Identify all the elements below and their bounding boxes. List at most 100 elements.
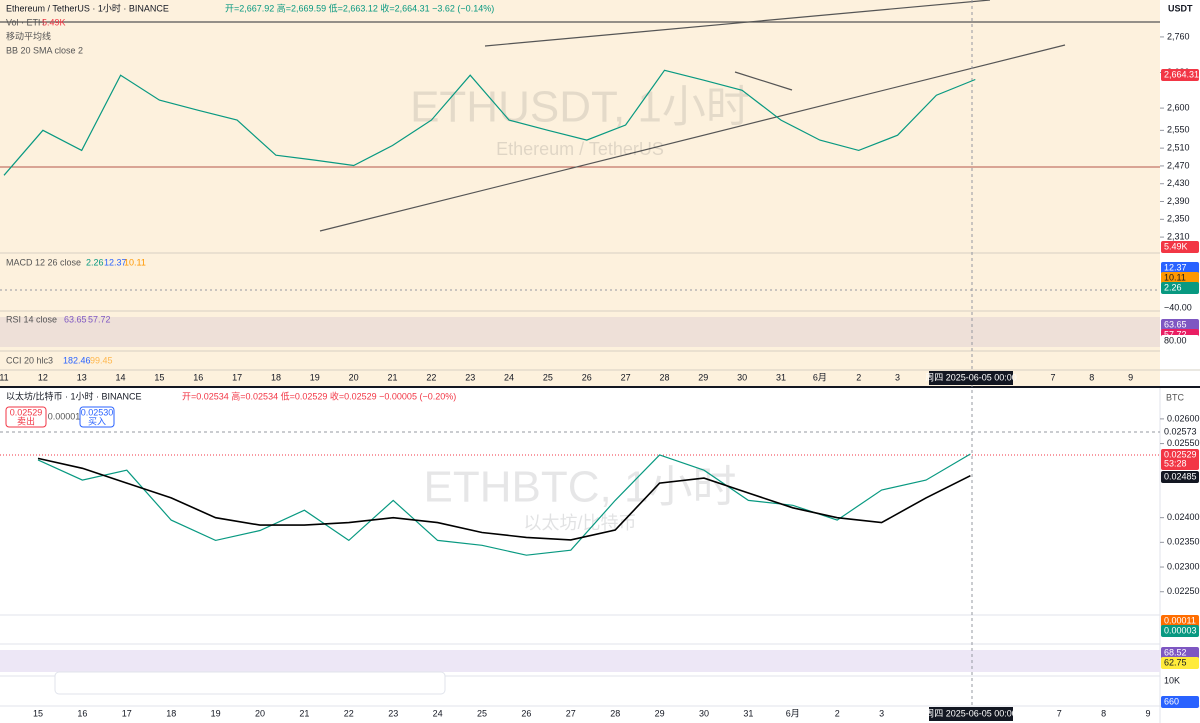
- x-tick-label: 28: [659, 372, 669, 382]
- y-tick-label: 2,310: [1167, 231, 1190, 241]
- rsi-band: [0, 650, 1160, 672]
- x-tick-label: 7: [1050, 372, 1055, 382]
- price-tag-label: 57.72: [1164, 329, 1187, 339]
- price-tag-label: 0.02529: [1164, 449, 1197, 459]
- price-tag-label: 10K: [1164, 675, 1180, 685]
- y-tick-label: 0.02400: [1167, 512, 1200, 522]
- x-tick-label: 30: [699, 708, 709, 718]
- price-tag: [1161, 282, 1199, 294]
- macd-value: 10.11: [124, 257, 146, 267]
- ohlc: 开=2,667.92 高=2,669.59 低=2,663.12 收=2,664…: [225, 2, 494, 13]
- symbol: Ethereum / TetherUS · 1小时 · BINANCE: [6, 2, 169, 13]
- price-tag: [1161, 458, 1199, 470]
- x-tick-label: 21: [299, 708, 309, 718]
- price-tag: [1161, 69, 1199, 81]
- trend-line: [734, 71, 793, 91]
- rsi-value: 57.72: [88, 314, 111, 324]
- x-tick-label: 2: [856, 372, 861, 382]
- x-tick-label: 22: [426, 372, 436, 382]
- buy-button[interactable]: [79, 406, 115, 428]
- crosshair-label-text: 周四 2025-06-05 00:00: [925, 708, 1017, 718]
- cci-value: 182.46: [63, 355, 91, 365]
- x-tick-label: 13: [77, 372, 87, 382]
- price-tag-label: 0.00003: [1164, 625, 1197, 635]
- price-tag: [1161, 615, 1199, 627]
- macd-value: 2.26: [86, 257, 104, 267]
- indicator-label: 移动平均线: [6, 30, 51, 41]
- price-tag-label: 62.75: [1164, 657, 1187, 667]
- price-tag-label: 2,664.31: [1164, 69, 1199, 79]
- x-tick-label: 17: [122, 708, 132, 718]
- x-tick-label: 9: [1128, 372, 1133, 382]
- x-tick-label: 2: [835, 708, 840, 718]
- trend-line: [319, 44, 1066, 232]
- price-tag: [1161, 262, 1199, 274]
- y-tick-label: 0.02350: [1167, 537, 1200, 547]
- price-tag-label: 68.52: [1164, 647, 1187, 657]
- x-tick-label: 31: [743, 708, 753, 718]
- price-tag: [1161, 657, 1199, 669]
- price-tag-label: 80.00: [1164, 335, 1187, 345]
- y-tick-label: 0.02600: [1167, 413, 1200, 423]
- x-tick-label: 18: [271, 372, 281, 382]
- price-tag: [1161, 272, 1199, 284]
- buy-price[interactable]: 0.02530: [81, 407, 114, 417]
- sell-price[interactable]: 0.02529: [10, 407, 43, 417]
- y-tick-label: 2,430: [1167, 178, 1190, 188]
- indicator-label: BB 20 SMA close 2: [6, 45, 83, 55]
- macd-label: MACD 12 26 close: [6, 257, 81, 267]
- cci-label: CCI 20 hlc3: [6, 355, 53, 365]
- price-tag: [1161, 675, 1199, 687]
- price-line: [37, 457, 971, 541]
- x-tick-label: 21: [387, 372, 397, 382]
- price-tag: [1161, 241, 1199, 253]
- currency[interactable]: USDT: [1168, 3, 1193, 13]
- cci-value: 99.45: [90, 355, 113, 365]
- x-tick-label: 20: [349, 372, 359, 382]
- x-tick-label: 3: [895, 372, 900, 382]
- price-tag: [1161, 696, 1199, 708]
- price-tag: [1161, 625, 1199, 637]
- x-tick-label: 9: [1145, 708, 1150, 718]
- price-tag: [1161, 319, 1199, 331]
- x-tick-label: 3: [879, 708, 884, 718]
- price-tag-label: 63.65: [1164, 319, 1187, 329]
- x-tick-label: 23: [465, 372, 475, 382]
- ohlc: 开=0.02534 高=0.02534 低=0.02529 收=0.02529 …: [182, 390, 456, 401]
- x-tick-label: 20: [255, 708, 265, 718]
- spread: 0.00001: [48, 411, 81, 421]
- currency[interactable]: BTC: [1166, 392, 1185, 402]
- x-tick-label: 6月: [786, 708, 800, 718]
- x-tick-label: 6月: [813, 372, 827, 382]
- sell-button[interactable]: [5, 406, 47, 428]
- symbol: 以太坊/比特币 · 1小时 · BINANCE: [6, 390, 142, 401]
- x-tick-label: 29: [698, 372, 708, 382]
- sell-label[interactable]: 卖出: [17, 415, 35, 426]
- price-tag: [1161, 471, 1199, 483]
- x-tick-label: 14: [116, 372, 126, 382]
- x-tick-label: 29: [655, 708, 665, 718]
- trend-line: [484, 0, 991, 47]
- x-tick-label: 25: [543, 372, 553, 382]
- price-tag-label: 12.37: [1164, 262, 1187, 272]
- y-tick-label: 2,760: [1167, 31, 1190, 41]
- price-tag-label: 0.02573: [1164, 426, 1197, 436]
- price-tag-label: 0.00011: [1164, 615, 1196, 625]
- vol-value: 5.49K: [42, 17, 66, 27]
- buy-label[interactable]: 买入: [88, 416, 106, 426]
- crosshair-label-text: 周四 2025-06-05 00:00: [925, 372, 1017, 382]
- vol-label: Vol · ETH: [6, 17, 45, 27]
- x-tick-label: 17: [232, 372, 242, 382]
- x-tick-label: 31: [776, 372, 786, 382]
- x-tick-label: 26: [521, 708, 531, 718]
- price-tag-label: 53:28: [1164, 458, 1187, 468]
- watermark-sub: Ethereum / TetherUS: [496, 139, 664, 159]
- price-tag-label: −40.00: [1164, 302, 1192, 312]
- x-tick-label: 30: [737, 372, 747, 382]
- price-tag-label: 5.49K: [1164, 241, 1188, 251]
- drawing-toolbar[interactable]: [54, 671, 446, 695]
- watermark: ETHUSDT, 1小时: [410, 83, 750, 132]
- y-tick-label: 2,550: [1167, 125, 1190, 135]
- y-tick-label: 2,390: [1167, 196, 1190, 206]
